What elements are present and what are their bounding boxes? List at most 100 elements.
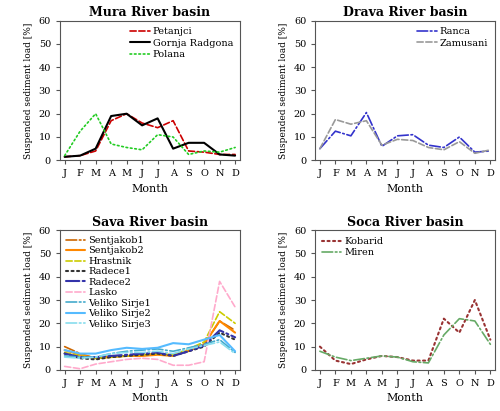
Lasko <box>154 357 160 362</box>
Veliko Sirje2 <box>201 337 207 342</box>
Polana <box>92 111 98 116</box>
Radece2 <box>139 351 145 356</box>
Veliko Sirje3 <box>139 350 145 355</box>
Sentjakob2 <box>232 330 238 335</box>
Veliko Sirje1 <box>92 355 98 360</box>
Sentjakob2 <box>154 352 160 357</box>
Ranca <box>488 148 494 153</box>
Hrastnik <box>62 350 68 355</box>
Ranca <box>379 144 385 149</box>
Veliko Sirje1 <box>201 342 207 347</box>
Veliko Sirje3 <box>154 349 160 354</box>
Gornja Radgona <box>62 154 68 159</box>
Polana <box>232 145 238 150</box>
Miren <box>456 316 462 321</box>
Radece2 <box>124 352 130 357</box>
Y-axis label: Suspended sediment load [%]: Suspended sediment load [%] <box>24 232 33 368</box>
Miren <box>317 349 323 354</box>
Sentjakob2 <box>92 356 98 361</box>
Miren <box>364 356 370 361</box>
Line: Petanjci: Petanjci <box>64 114 235 157</box>
Sentjakob2 <box>216 319 222 323</box>
Lasko <box>170 363 176 368</box>
Veliko Sirje3 <box>170 351 176 356</box>
Veliko Sirje2 <box>216 332 222 337</box>
Ranca <box>348 133 354 138</box>
Veliko Sirje1 <box>154 346 160 351</box>
Lasko <box>77 366 83 371</box>
Veliko Sirje3 <box>186 346 192 351</box>
Sentjakob2 <box>62 348 68 353</box>
Title: Soca River basin: Soca River basin <box>347 216 464 229</box>
Petanjci <box>124 111 130 116</box>
Title: Sava River basin: Sava River basin <box>92 216 208 229</box>
Kobarid <box>488 337 494 342</box>
Sentjakob1 <box>201 342 207 347</box>
Petanjci <box>216 152 222 157</box>
Radece1 <box>139 352 145 357</box>
Polana <box>77 129 83 134</box>
Veliko Sirje1 <box>186 345 192 350</box>
Kobarid <box>472 298 478 302</box>
Veliko Sirje1 <box>216 337 222 342</box>
Polana <box>154 132 160 137</box>
Sentjakob2 <box>77 352 83 357</box>
Radece2 <box>77 355 83 360</box>
Hrastnik <box>201 339 207 344</box>
Zamusani <box>456 139 462 144</box>
Ranca <box>332 129 338 134</box>
Hrastnik <box>92 356 98 361</box>
Line: Veliko Sirje2: Veliko Sirje2 <box>64 335 235 353</box>
Radece1 <box>201 344 207 349</box>
Miren <box>348 358 354 363</box>
Radece1 <box>170 353 176 358</box>
Kobarid <box>394 355 400 360</box>
Sentjakob2 <box>139 353 145 358</box>
Sentjakob1 <box>108 353 114 358</box>
Zamusani <box>441 148 447 152</box>
Zamusani <box>379 143 385 148</box>
Radece1 <box>124 353 130 358</box>
Sentjakob1 <box>170 352 176 357</box>
Kobarid <box>441 316 447 321</box>
Radece2 <box>201 343 207 348</box>
Miren <box>426 360 432 365</box>
Lasko <box>124 357 130 362</box>
Veliko Sirje2 <box>77 351 83 356</box>
Line: Sentjakob1: Sentjakob1 <box>64 321 235 358</box>
Zamusani <box>426 145 432 150</box>
Ranca <box>410 132 416 137</box>
Veliko Sirje3 <box>62 355 68 360</box>
Polana <box>201 148 207 153</box>
Legend: Sentjakob1, Sentjakob2, Hrastnik, Radece1, Radece2, Lasko, Veliko Sirje1, Veliko: Sentjakob1, Sentjakob2, Hrastnik, Radece… <box>65 235 152 330</box>
Hrastnik <box>77 353 83 358</box>
Zamusani <box>332 117 338 122</box>
X-axis label: Month: Month <box>132 184 168 194</box>
Miren <box>394 355 400 360</box>
Ranca <box>472 150 478 155</box>
Radece2 <box>232 335 238 340</box>
Lasko <box>232 305 238 309</box>
Hrastnik <box>186 346 192 351</box>
Legend: Petanjci, Gornja Radgona, Polana: Petanjci, Gornja Radgona, Polana <box>128 25 235 61</box>
Radece2 <box>62 351 68 356</box>
Veliko Sirje3 <box>92 355 98 360</box>
Sentjakob1 <box>77 351 83 356</box>
Line: Lasko: Lasko <box>64 282 235 369</box>
Veliko Sirje2 <box>62 348 68 353</box>
Veliko Sirje1 <box>62 353 68 358</box>
Kobarid <box>317 344 323 349</box>
Veliko Sirje2 <box>232 349 238 354</box>
Lasko <box>62 364 68 369</box>
Line: Sentjakob2: Sentjakob2 <box>64 321 235 358</box>
Sentjakob2 <box>170 353 176 358</box>
Sentjakob1 <box>124 353 130 358</box>
Kobarid <box>364 357 370 362</box>
Title: Mura River basin: Mura River basin <box>90 7 210 19</box>
Lasko <box>108 359 114 364</box>
Miren <box>410 359 416 364</box>
Petanjci <box>139 120 145 125</box>
Gornja Radgona <box>108 113 114 118</box>
Ranca <box>456 134 462 139</box>
Miren <box>488 342 494 347</box>
